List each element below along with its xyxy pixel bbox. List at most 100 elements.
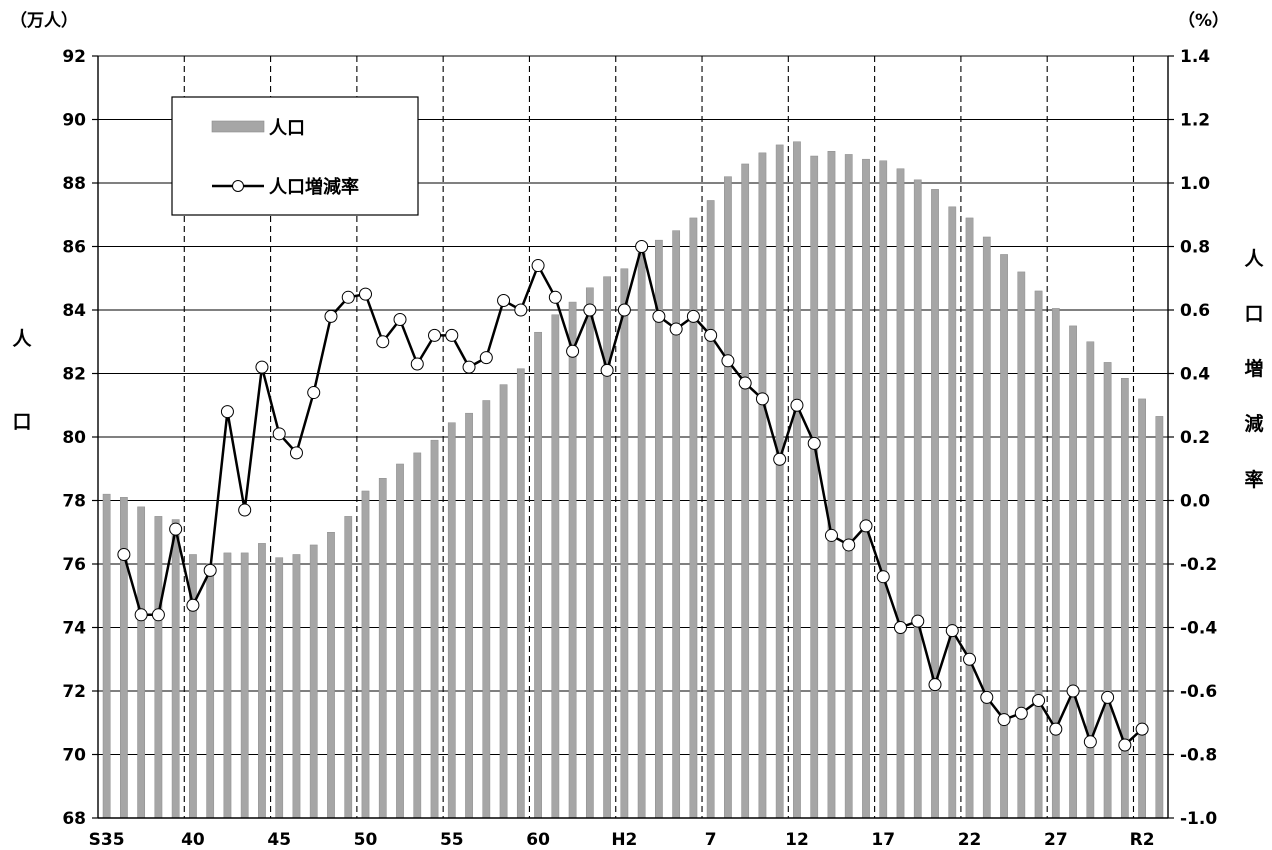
growth-rate-point (1135, 722, 1149, 736)
left-tick-label: 84 (62, 301, 86, 321)
growth-rate-point (963, 652, 977, 666)
growth-rate-point (790, 398, 804, 412)
population-bar (378, 478, 387, 819)
x-tick-label: R2 (1130, 830, 1155, 850)
right-axis-label-char: 減 (1244, 412, 1263, 435)
growth-rate-point (376, 335, 390, 349)
population-bar (292, 554, 301, 819)
population-bar (862, 158, 870, 819)
growth-rate-point (359, 287, 372, 301)
growth-rate-point (272, 427, 286, 441)
left-tick-label: 90 (62, 111, 86, 131)
legend-line-marker (232, 180, 244, 192)
growth-rate-point (134, 608, 148, 622)
growth-rate-point (1118, 738, 1132, 752)
population-bar (913, 179, 922, 819)
x-tick-label: H2 (611, 830, 637, 850)
left-tick-label: 72 (62, 682, 86, 702)
growth-rate-point (755, 392, 769, 406)
x-tick-label: 27 (1044, 830, 1068, 850)
growth-rate-point (220, 405, 234, 419)
population-bar (1155, 416, 1164, 819)
growth-rate-point (186, 598, 200, 612)
right-tick-label: 1.0 (1180, 174, 1210, 194)
right-tick-label: 1.4 (1180, 47, 1210, 67)
growth-rate-point (566, 344, 580, 358)
period-divider-lines (183, 56, 1135, 818)
population-bar (1017, 271, 1026, 819)
population-bar (706, 200, 715, 819)
growth-rate-point (859, 519, 873, 533)
left-tick-label: 70 (62, 746, 86, 766)
growth-rate-point (773, 452, 787, 466)
population-bar (810, 155, 819, 819)
population-bar (551, 314, 560, 819)
x-tick-label: 40 (181, 830, 205, 850)
growth-rate-point (410, 357, 424, 371)
x-axis-ticks: S35 40 45 50 55 60 H2 7 12 17 22 27 R2 (89, 830, 1155, 850)
growth-rate-point (928, 678, 942, 692)
growth-rate-point (289, 446, 303, 460)
population-bar (758, 152, 767, 819)
population-bar (741, 163, 750, 819)
population-bar (844, 154, 853, 819)
legend-box (171, 96, 419, 216)
population-bars (102, 141, 1164, 819)
population-bar (344, 516, 353, 819)
population-bar (931, 189, 939, 819)
population-bar (102, 493, 111, 819)
population-bar (516, 368, 525, 819)
population-bar (327, 532, 335, 819)
growth-rate-point (151, 608, 165, 622)
population-bar (396, 463, 404, 819)
growth-rate-point (307, 386, 321, 400)
growth-rate-point (997, 713, 1011, 727)
population-bar (171, 519, 180, 819)
right-tick-label: -0.2 (1180, 555, 1217, 575)
population-bar (655, 239, 663, 819)
population-bar (948, 206, 957, 819)
x-tick-label: S35 (89, 830, 125, 850)
right-tick-label: -0.8 (1180, 746, 1217, 766)
right-tick-label: -0.6 (1180, 682, 1217, 702)
right-axis-ticks: -1.0 -0.8 -0.6 -0.4 -0.2 0.0 0.2 0.4 0.6 0.8 1.0 1.… (1168, 47, 1217, 829)
right-tick-label: 0.8 (1180, 238, 1210, 258)
right-tick-label: 0.0 (1180, 492, 1210, 512)
population-bar (206, 563, 215, 819)
growth-rate-point (583, 303, 597, 317)
population-bar (482, 400, 491, 819)
population-bar (620, 268, 629, 819)
right-unit-label: （%） (1178, 10, 1229, 31)
left-tick-label: 74 (62, 619, 86, 639)
growth-rate-point (324, 309, 338, 323)
population-bar (896, 168, 905, 819)
growth-rate-point (531, 259, 545, 273)
growth-rate-point (945, 624, 959, 638)
growth-rate-point (238, 503, 252, 517)
population-bar (1034, 290, 1043, 819)
growth-rate-point (393, 313, 407, 327)
growth-rate-point (617, 303, 631, 317)
growth-rate-point (911, 614, 925, 628)
left-tick-label: 88 (62, 174, 86, 194)
growth-rate-point (462, 360, 476, 374)
left-tick-label: 86 (62, 238, 86, 258)
population-bar (240, 552, 249, 819)
growth-rate-point (600, 363, 614, 377)
growth-rate-point (255, 360, 269, 374)
growth-rate-line (117, 240, 1149, 752)
growth-rate-point (721, 354, 735, 368)
legend-line-label: 人口増減率 (269, 176, 359, 198)
growth-rate-point (445, 328, 459, 342)
legend-bar-label: 人口 (269, 118, 305, 139)
population-bar (309, 544, 318, 819)
population-bar (672, 230, 681, 819)
population-bar (724, 176, 732, 819)
growth-rate-point (428, 328, 442, 342)
population-bar (499, 384, 508, 819)
left-unit-label: （万人） (10, 10, 78, 31)
left-tick-label: 68 (62, 809, 86, 829)
growth-rate-point (686, 309, 700, 323)
x-tick-label: 45 (267, 830, 291, 850)
